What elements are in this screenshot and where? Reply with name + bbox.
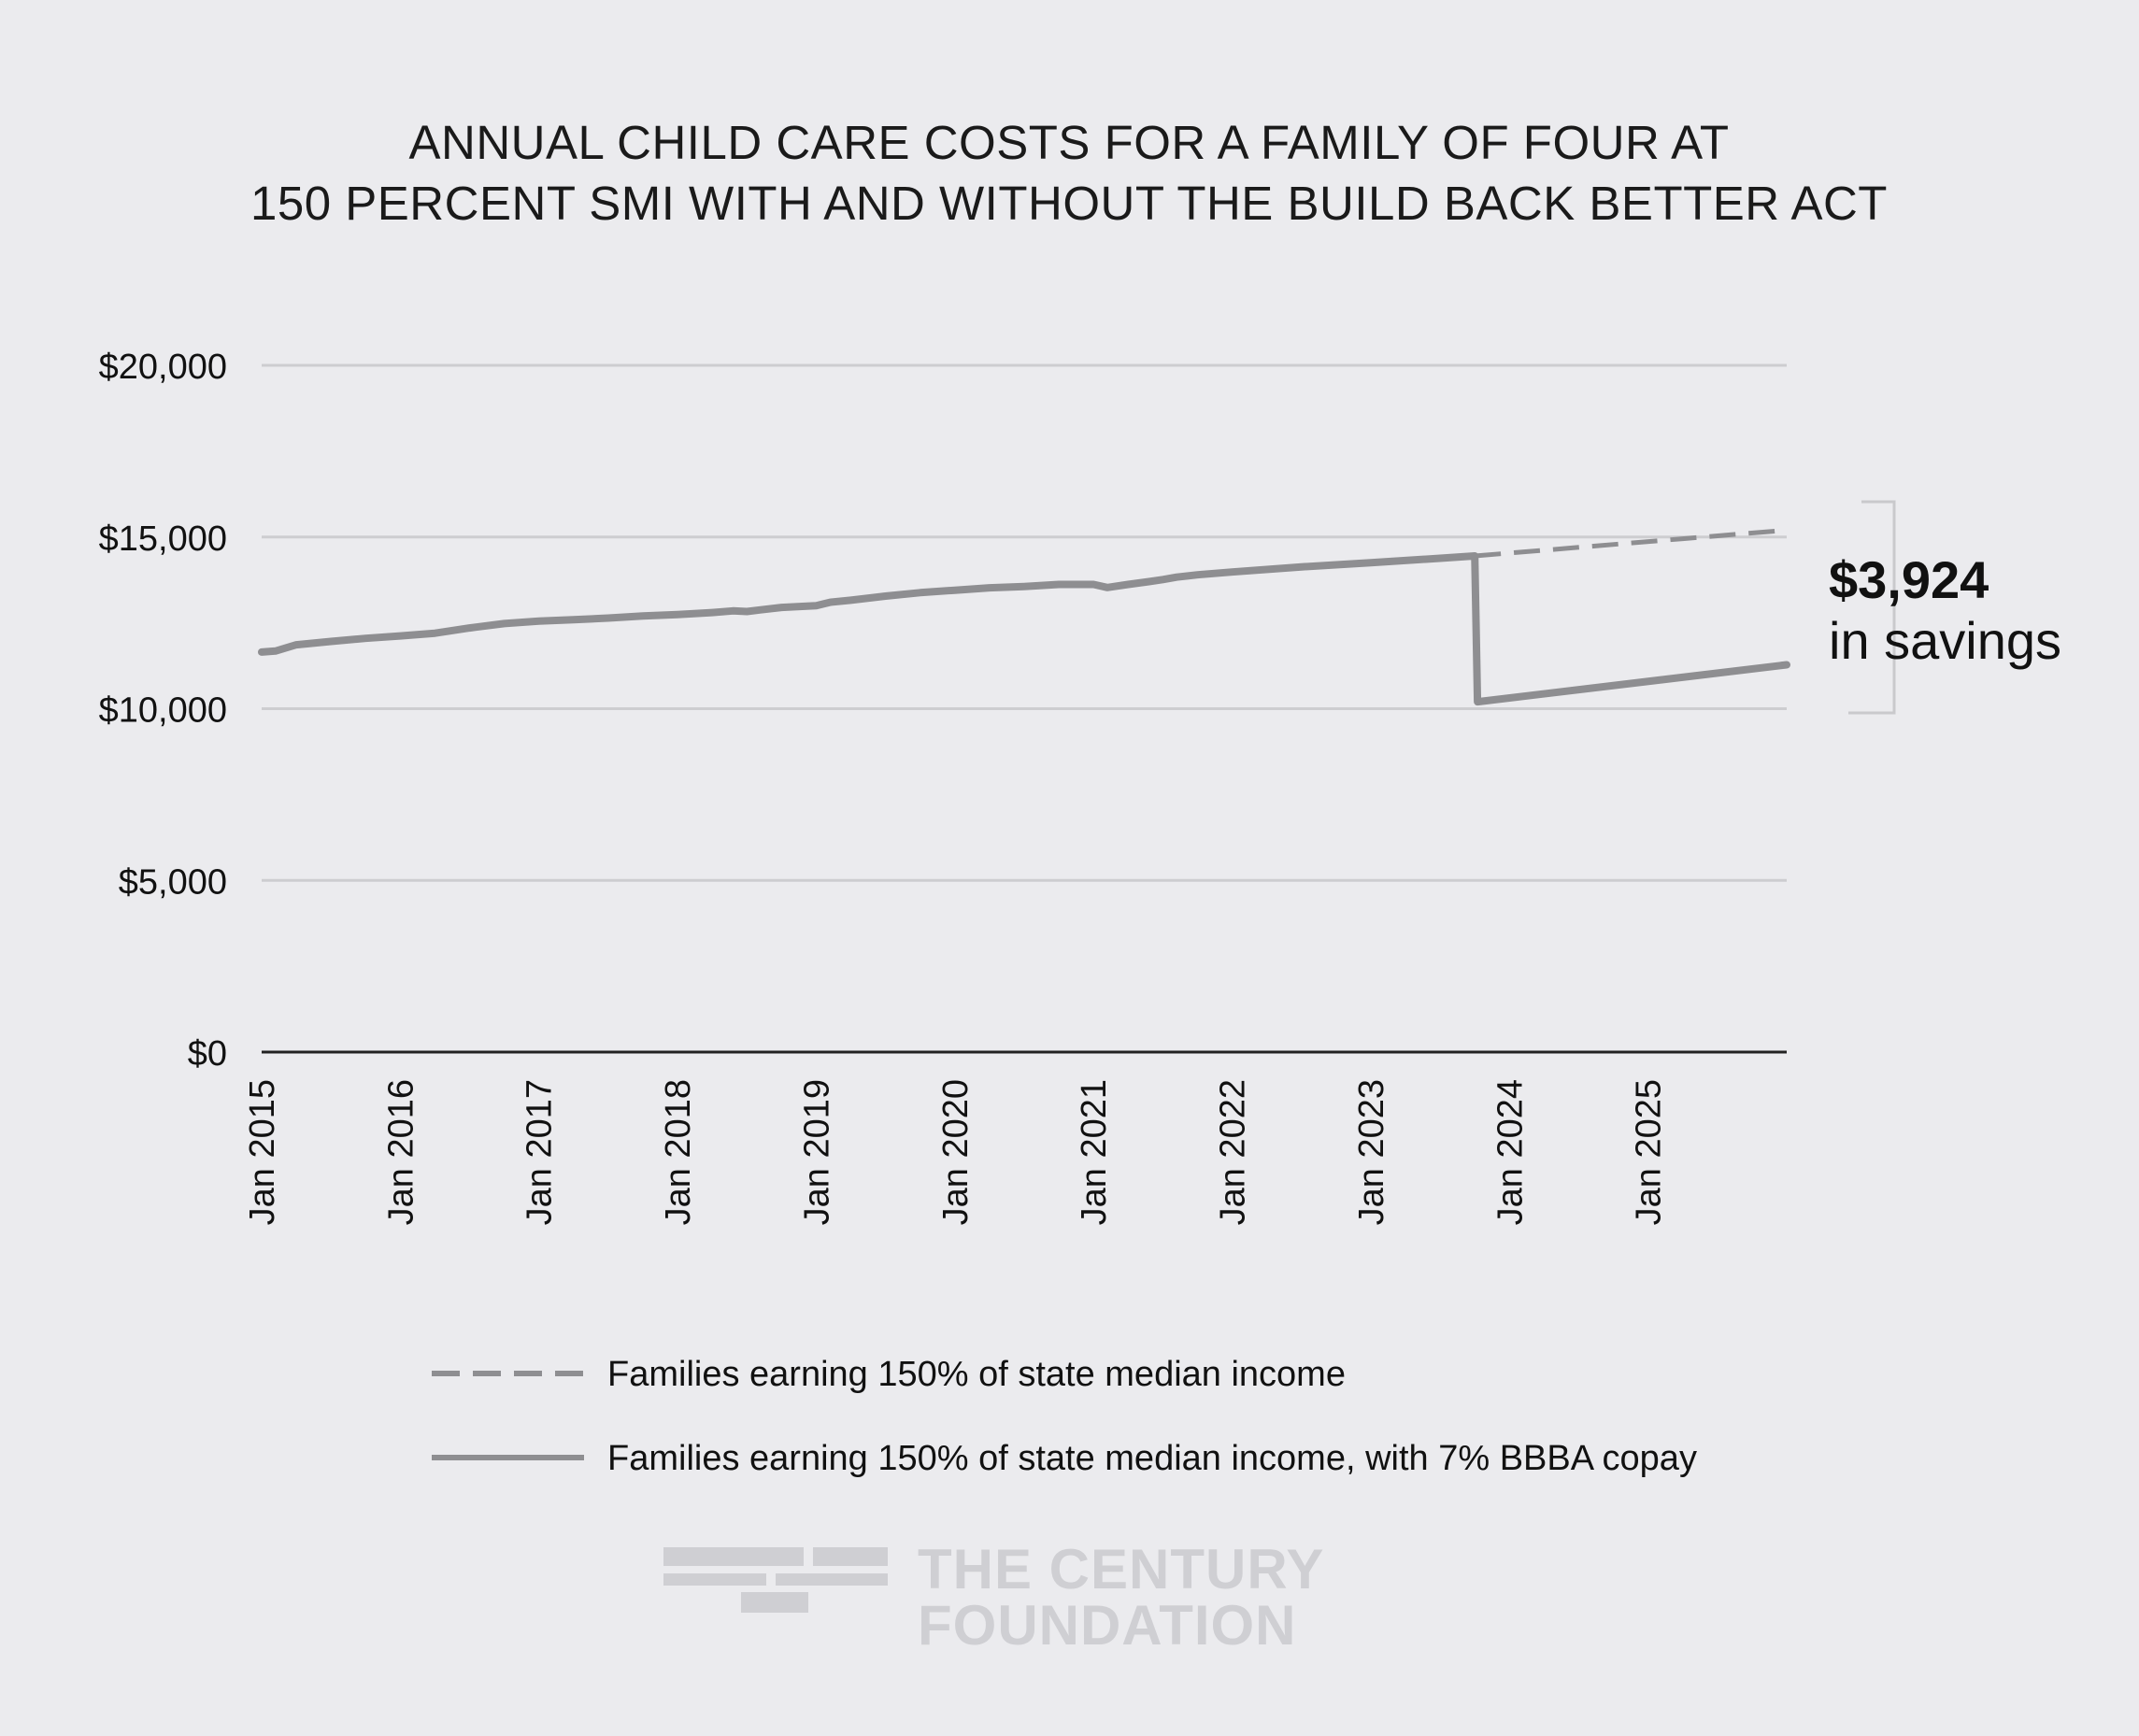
x-tick-label: Jan 2021 [1075, 1079, 1114, 1225]
savings-value: $3,924 [1829, 550, 1989, 609]
x-tick-label: Jan 2024 [1490, 1079, 1530, 1225]
x-tick-label: Jan 2016 [381, 1079, 421, 1225]
y-tick-label: $15,000 [99, 519, 227, 559]
title-line-1: ANNUAL CHILD CARE COSTS FOR A FAMILY OF … [408, 116, 1729, 169]
savings-bracket [1848, 500, 1896, 715]
series-line-without-bbba [1474, 527, 1788, 559]
y-tick-label: $20,000 [99, 348, 227, 387]
y-tick-label: $10,000 [99, 691, 227, 731]
y-axis: $0 $5,000 $10,000 $15,000 $20,000 [99, 348, 227, 1074]
series [258, 527, 1790, 706]
logo-mark [663, 1547, 888, 1613]
x-tick-label: Jan 2020 [936, 1079, 976, 1225]
x-axis: Jan 2015 Jan 2016 Jan 2017 Jan 2018 Jan 2019… [243, 1079, 1669, 1225]
x-tick-label: Jan 2017 [520, 1079, 560, 1225]
legend: Families earning 150% of state median in… [432, 1355, 1697, 1478]
chart-title: ANNUAL CHILD CARE COSTS FOR A FAMILY OF … [250, 116, 1888, 230]
legend-label-dashed: Families earning 150% of state median in… [607, 1355, 1346, 1394]
x-tick-label: Jan 2018 [659, 1079, 698, 1225]
logo-line-1: THE CENTURY [918, 1538, 1324, 1601]
logo-line-2: FOUNDATION [918, 1594, 1297, 1657]
y-tick-label: $0 [188, 1034, 227, 1074]
x-tick-label: Jan 2023 [1352, 1079, 1391, 1225]
savings-annotation: $3,924 in savings [1829, 500, 2061, 715]
century-foundation-logo: THE CENTURY FOUNDATION [663, 1538, 1324, 1657]
x-tick-label: Jan 2022 [1214, 1079, 1253, 1225]
x-tick-label: Jan 2019 [797, 1079, 836, 1225]
legend-label-solid: Families earning 150% of state median in… [607, 1439, 1697, 1478]
savings-label: in savings [1829, 611, 2061, 670]
series-line-with-bbba [258, 552, 1790, 706]
gridlines [262, 363, 1787, 1054]
x-tick-label: Jan 2015 [243, 1079, 282, 1225]
title-line-2: 150 PERCENT SMI WITH AND WITHOUT THE BUI… [250, 177, 1888, 230]
y-tick-label: $5,000 [119, 862, 227, 902]
x-tick-label: Jan 2025 [1630, 1079, 1669, 1225]
